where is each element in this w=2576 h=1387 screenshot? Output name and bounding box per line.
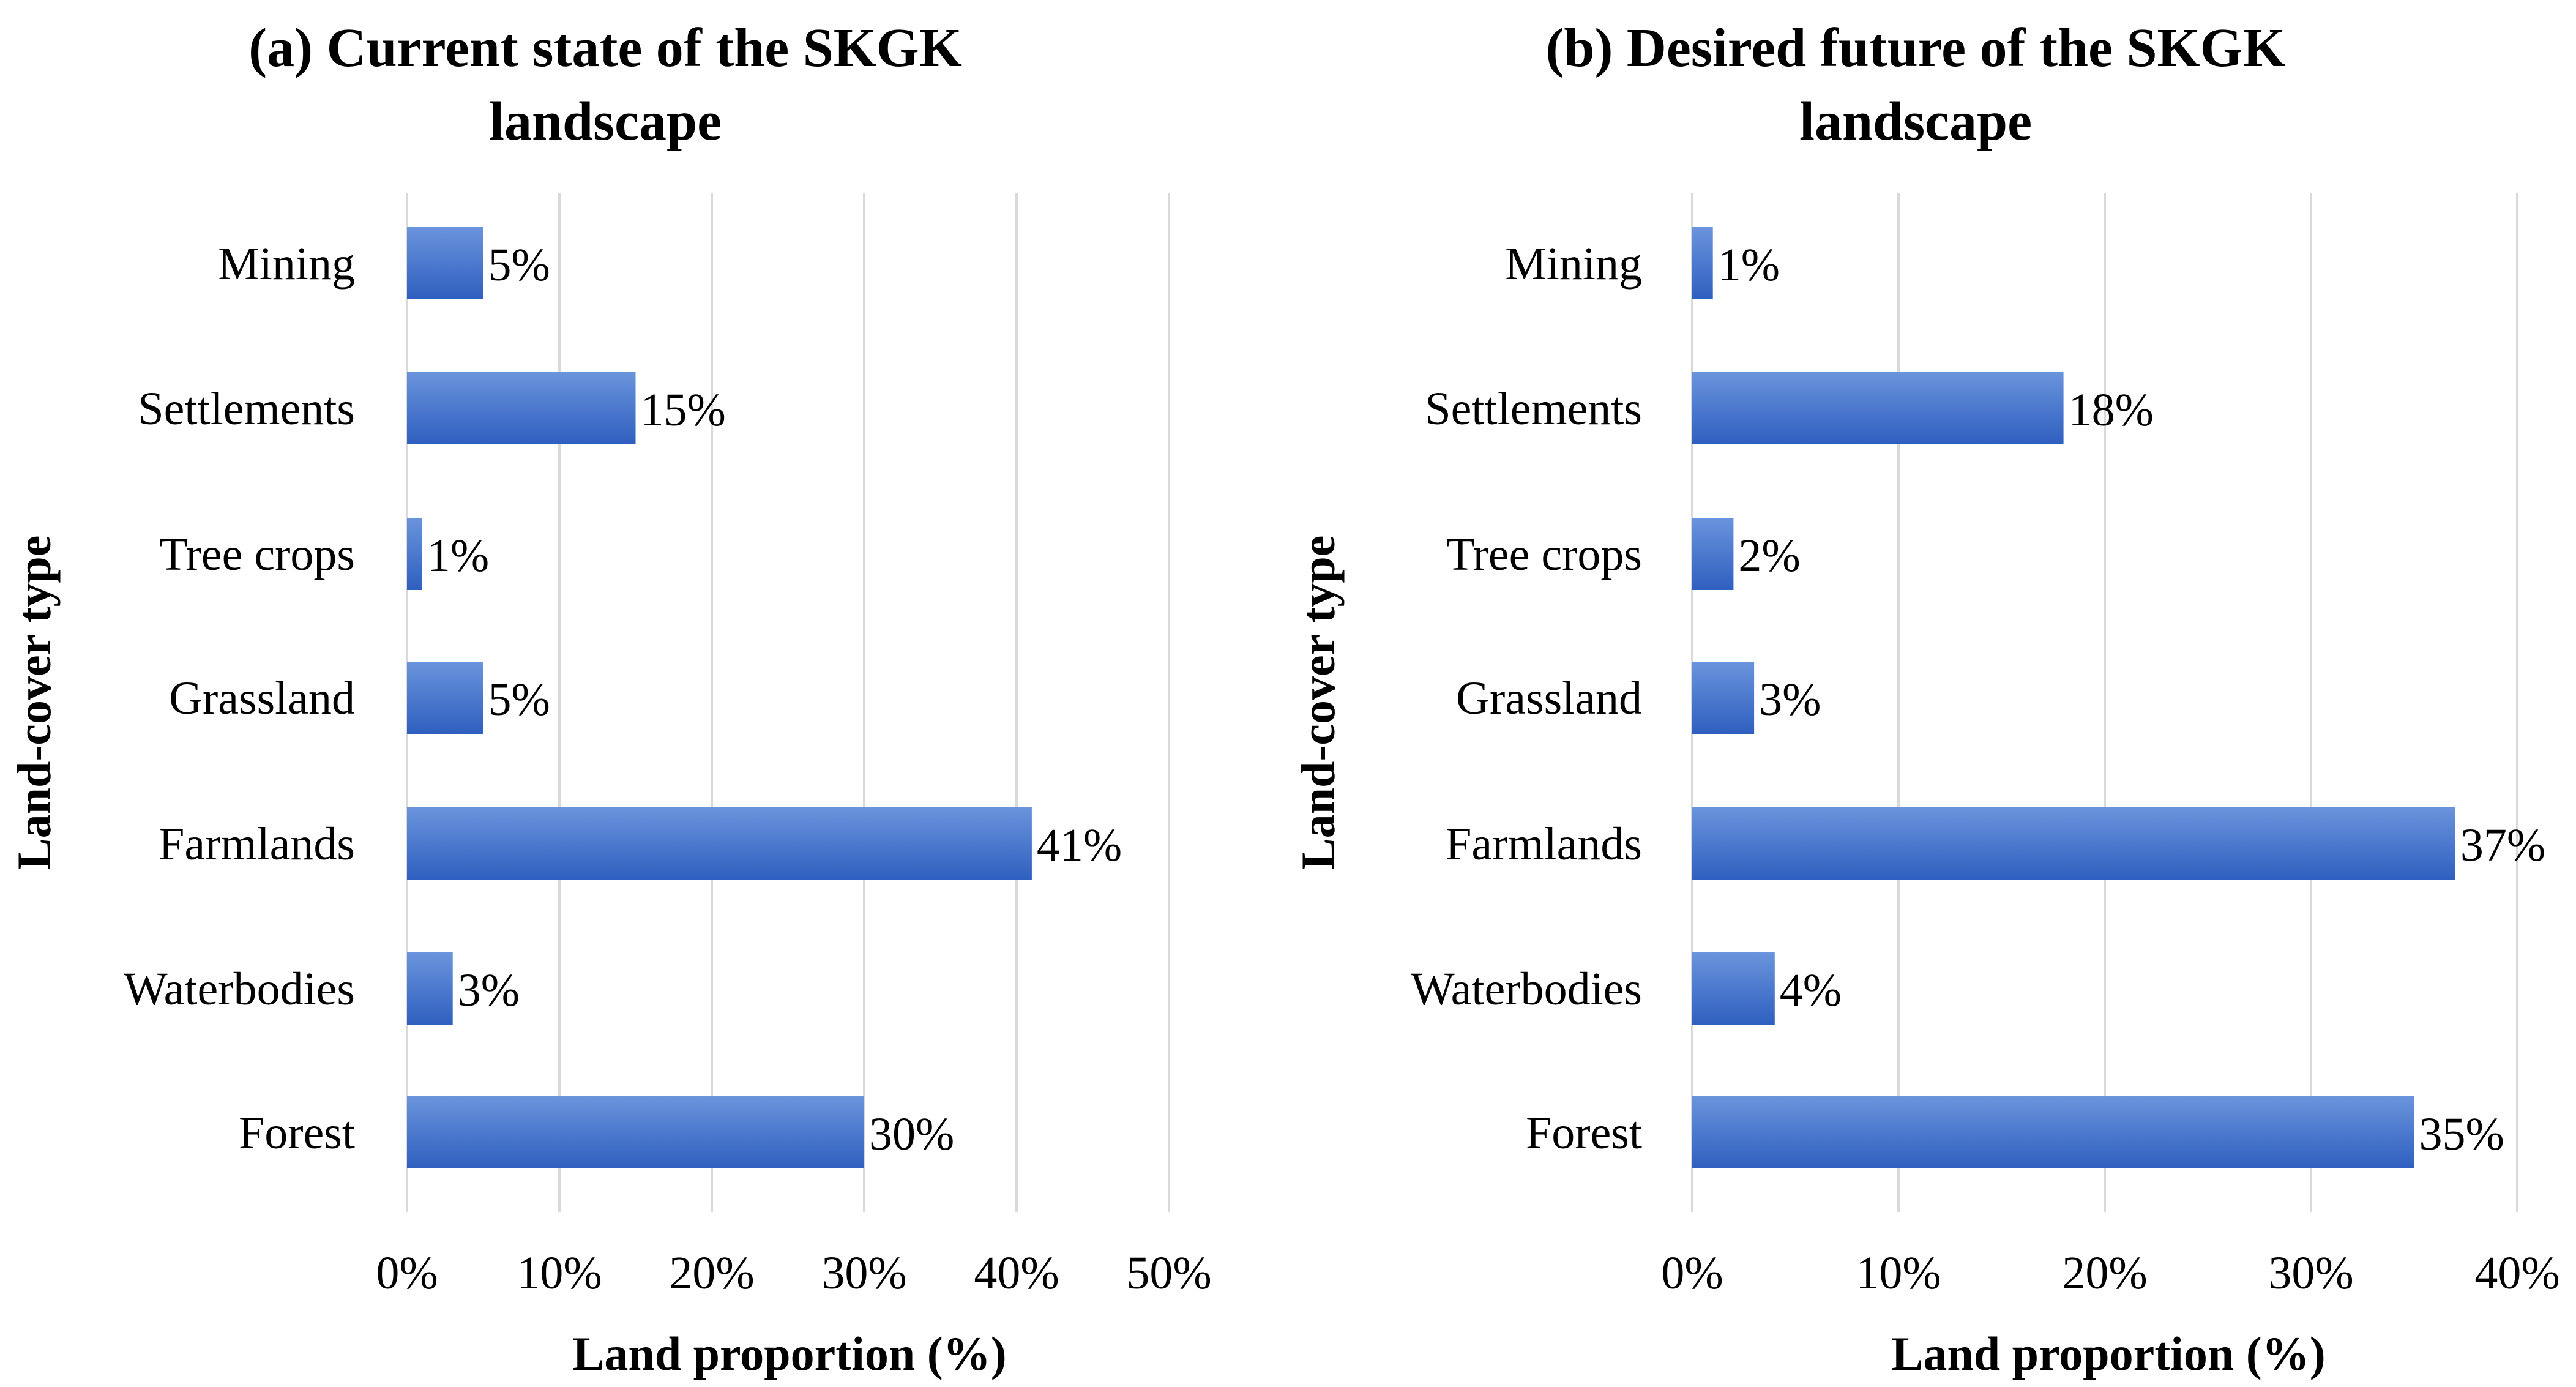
x-tick-label: 30% [2268,1247,2353,1299]
data-label: 18% [2069,384,2154,436]
bar [1692,1096,2414,1168]
x-tick-label: 20% [2062,1247,2147,1299]
category-label: Waterbodies [1411,963,1642,1015]
chart-panel-desired: (b) Desired future of the SKGK landscape… [1291,18,2560,1380]
chart-title-line-1: (a) Current state of the SKGK [248,18,962,78]
x-tick-label: 20% [669,1247,754,1299]
bar [407,518,422,590]
bars [407,227,1032,1168]
bar [1692,372,2064,444]
x-tick-label: 10% [1856,1247,1941,1299]
data-label: 5% [488,239,550,291]
bar [407,372,636,444]
data-label: 15% [641,384,726,436]
data-label: 3% [1759,674,1821,725]
chart-title-line-1: (b) Desired future of the SKGK [1545,18,2285,78]
category-label: Tree crops [159,529,355,580]
data-label: 35% [2419,1108,2504,1160]
x-tick-labels: 0% 10% 20% 30% 40% 50% [376,1247,1211,1299]
x-axis-title: Land proportion (%) [572,1327,1006,1380]
category-label: Farmlands [1446,818,1642,870]
category-label: Waterbodies [124,963,355,1015]
category-label: Grassland [169,673,355,724]
category-label: Mining [1505,238,1642,290]
data-labels: 1% 18% 2% 3% 37% 4% 35% [1718,239,2546,1160]
data-label: 3% [458,965,520,1016]
x-tick-label: 0% [376,1247,438,1299]
x-tick-label: 50% [1126,1247,1211,1299]
chart-title-line-2: landscape [1799,91,2032,152]
gridlines [1691,193,2518,1212]
bar [407,662,483,734]
chart-title-line-2: landscape [489,91,722,152]
category-label: Mining [218,238,355,290]
x-tick-label: 40% [2474,1247,2559,1299]
category-labels: Mining Settlements Tree crops Grassland Farm… [1411,238,1642,1159]
bar [1692,807,2455,880]
category-labels: Mining Settlements Tree crops Grassland Farm… [124,238,355,1159]
bar [1692,952,1775,1025]
y-axis-title: Land-cover type [1291,536,1345,870]
category-label: Forest [1526,1107,1642,1159]
data-label: 41% [1037,820,1122,871]
chart-panel-current: (a) Current state of the SKGK landscape … [7,18,1212,1380]
x-tick-label: 0% [1661,1247,1723,1299]
y-axis-title: Land-cover type [7,536,61,870]
category-label: Settlements [1425,383,1642,435]
bar [1692,662,1755,734]
data-label: 2% [1738,530,1800,581]
bar [407,227,483,299]
category-label: Tree crops [1446,529,1642,580]
data-label: 1% [427,530,489,581]
data-label: 4% [1780,965,1842,1016]
x-tick-labels: 0% 10% 20% 30% 40% [1661,1247,2559,1299]
data-label: 1% [1718,239,1780,291]
data-labels: 5% 15% 1% 5% 41% 3% 30% [427,239,1122,1160]
data-label: 30% [869,1108,954,1160]
category-label: Farmlands [159,818,355,870]
data-label: 37% [2460,820,2545,871]
bar [407,807,1032,880]
category-label: Settlements [138,383,355,435]
bar [1692,227,1713,299]
bar [407,952,453,1025]
x-tick-label: 40% [974,1247,1059,1299]
bar [1692,518,1734,590]
x-tick-label: 30% [821,1247,906,1299]
x-axis-title: Land proportion (%) [1891,1327,2325,1380]
data-label: 5% [488,674,550,725]
x-tick-label: 10% [517,1247,602,1299]
gridlines [406,193,1170,1212]
category-label: Forest [239,1107,355,1159]
bars [1692,227,2455,1168]
category-label: Grassland [1456,673,1642,724]
bar [407,1096,864,1168]
